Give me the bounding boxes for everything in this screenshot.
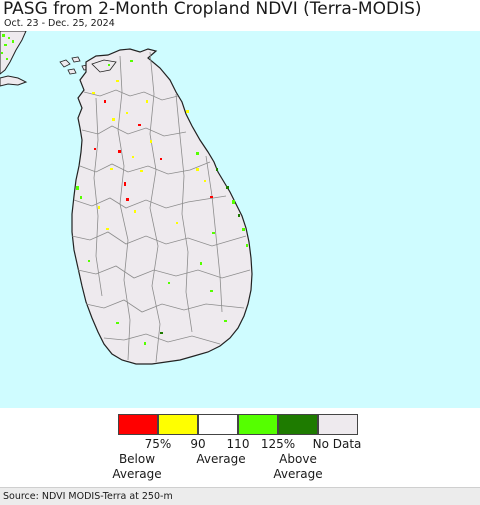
above-label-text: Above Average [273, 452, 323, 481]
legend-no-data-label: No Data [312, 437, 362, 451]
legend-below-average-label: Below Average [112, 452, 161, 482]
legend-swatch-110-125 [238, 414, 278, 435]
above-average-patches [76, 60, 248, 345]
legend-tick-110: 110 [226, 437, 250, 451]
jaffna-peninsula [91, 59, 117, 73]
india-vegetation [1, 34, 14, 60]
india-coast [0, 31, 27, 75]
sri-lanka-ndvi-map [0, 31, 480, 408]
legend-swatch-90-110 [198, 414, 238, 435]
legend-tick-90: 90 [190, 437, 206, 451]
legend-swatch-below-75 [118, 414, 158, 435]
map-title: PASG from 2-Month Cropland NDVI (Terra-M… [3, 0, 422, 19]
date-range: Oct. 23 - Dec. 25, 2024 [4, 18, 115, 29]
legend-tick-75: 75% [144, 437, 172, 451]
legend: 75% 90 110 125% No Data Below Average Av… [0, 408, 480, 488]
legend-swatch-75-90 [158, 414, 198, 435]
india-coast-lower [0, 75, 28, 87]
legend-swatch-no-data [318, 414, 358, 435]
below-label-text: Below Average [112, 452, 162, 481]
legend-average-label: Average [196, 452, 246, 466]
legend-above-average-label: Above Average [273, 452, 322, 482]
source-text: Source: NDVI MODIS-Terra at 250-m [3, 491, 173, 502]
below-average-patches [92, 80, 213, 230]
source-bar: Source: NDVI MODIS-Terra at 250-m [0, 487, 480, 505]
legend-swatch-above-125 [278, 414, 318, 435]
legend-tick-125: 125% [260, 437, 296, 451]
district-boundaries [71, 51, 251, 363]
